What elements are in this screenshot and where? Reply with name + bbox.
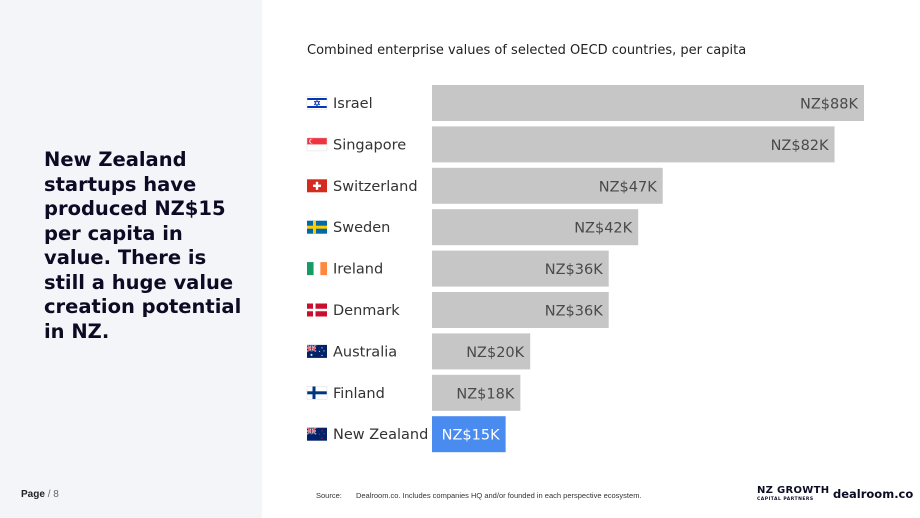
nz-growth-logo-line1: NZ GROWTH xyxy=(757,485,830,496)
category-label: Switzerland xyxy=(333,179,418,195)
sweden-flag-icon xyxy=(307,220,327,234)
source-note: Source: Dealroom.co. Includes companies … xyxy=(316,491,642,500)
data-label: NZ$42K xyxy=(574,221,632,237)
bar xyxy=(432,333,531,370)
category-label: Denmark xyxy=(333,303,400,319)
data-label: NZ$36K xyxy=(545,304,603,320)
data-label: NZ$47K xyxy=(599,179,657,195)
source-label: Source: xyxy=(316,491,342,500)
data-label: NZ$15K xyxy=(442,428,500,444)
bar xyxy=(432,209,639,246)
category-label: New Zealand xyxy=(333,427,428,443)
nz-growth-logo-line2: CAPITAL PARTNERS xyxy=(757,497,814,502)
australia-flag-icon xyxy=(306,344,327,358)
category-label: Finland xyxy=(333,386,385,402)
chart-title: Combined enterprise values of selected O… xyxy=(307,43,747,58)
headline: New Zealand startups have produced NZ$15… xyxy=(44,148,242,343)
category-label: Israel xyxy=(333,96,373,112)
finland-flag-icon xyxy=(306,386,328,400)
source-text: Dealroom.co. Includes companies HQ and/o… xyxy=(355,491,642,500)
singapore-flag-icon xyxy=(306,137,328,152)
bar xyxy=(432,250,609,287)
bar xyxy=(432,374,521,411)
category-label: Australia xyxy=(333,344,397,360)
dealroom-logo: dealroom.co xyxy=(833,487,914,501)
ireland-flag-icon xyxy=(307,262,327,276)
data-label: NZ$18K xyxy=(456,386,514,402)
bar xyxy=(432,292,609,328)
switzerland-flag-icon xyxy=(307,179,327,193)
bar xyxy=(432,126,835,163)
page-word: Page xyxy=(21,489,45,500)
data-label: NZ$88K xyxy=(800,97,858,113)
category-label: Ireland xyxy=(333,262,383,278)
data-label: NZ$20K xyxy=(466,345,524,361)
category-label: Sweden xyxy=(333,220,390,236)
bar xyxy=(432,167,663,204)
left-panel xyxy=(0,0,262,518)
data-label: NZ$36K xyxy=(545,262,603,278)
data-label: NZ$82K xyxy=(771,138,829,154)
new-zealand-flag-icon xyxy=(306,427,327,441)
bar-chart: Israel NZ$88K Singapore NZ$82K Switzerland NZ… xyxy=(306,85,864,453)
category-label: Singapore xyxy=(333,137,406,153)
bar xyxy=(432,85,864,121)
nz-growth-logo: NZ GROWTH CAPITAL PARTNERS xyxy=(757,486,829,503)
page-indicator: Page / 8 xyxy=(21,489,59,500)
denmark-flag-icon xyxy=(307,303,327,317)
page-number: / 8 xyxy=(47,489,59,500)
bar-highlight xyxy=(432,416,506,453)
israel-flag-icon xyxy=(306,96,328,110)
